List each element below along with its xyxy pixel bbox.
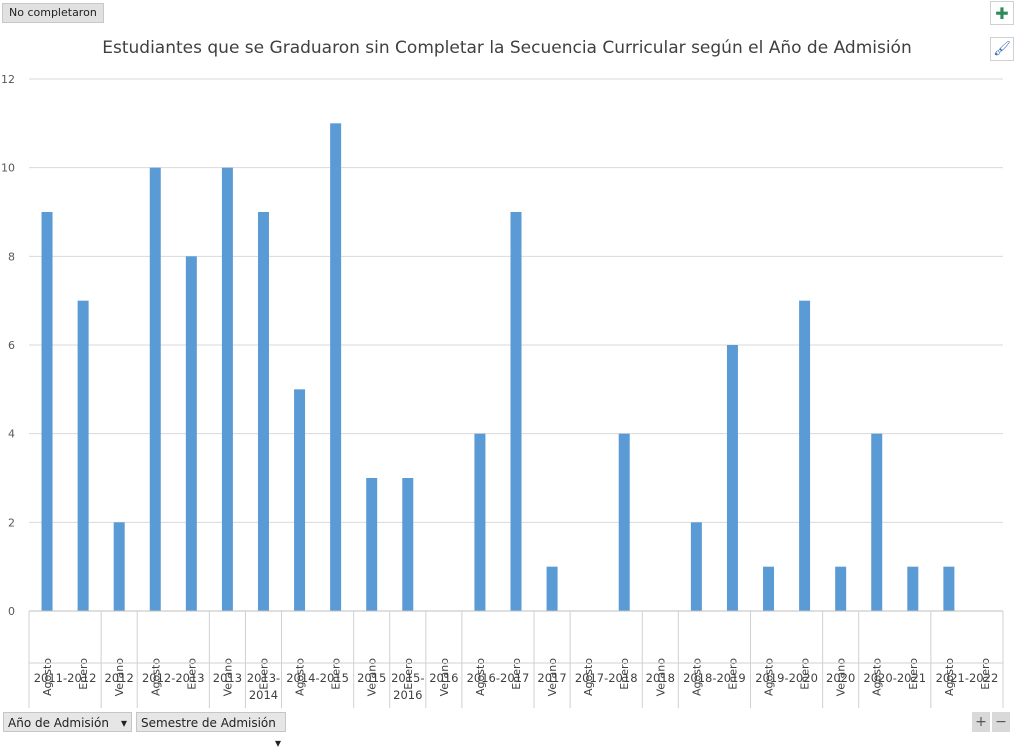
filter-year-button[interactable]: Año de Admisión ▾ [3,712,132,732]
bar [402,478,414,611]
x-tick-semester-label: Enero [402,658,415,690]
x-tick-semester-label: Enero [979,658,992,690]
x-tick-semester-label: Enero [799,658,812,690]
x-tick-semester-label: Enero [907,658,920,690]
x-tick-semester-label: Enero [510,658,523,690]
x-tick-year-label: 2012 [105,671,134,685]
bar [77,300,89,611]
zoom-out-button[interactable]: − [992,712,1010,732]
x-tick-year-label: 2019-2020 [755,671,818,685]
x-tick-semester-label: Enero [618,658,631,690]
x-tick-year-label: 2013- [247,671,280,685]
y-tick-label: 4 [8,428,15,441]
bar [474,433,486,611]
bar [149,167,161,611]
x-tick-semester-label: Agosto [41,658,54,696]
x-tick-semester-label: Agosto [582,658,595,696]
x-tick-year-label: 2021-2022 [936,671,999,685]
x-tick-semester-label: Agosto [149,658,162,696]
filter-year-label: Año de Admisión [8,716,109,730]
bar [257,212,269,611]
plus-icon: ✚ [995,3,1009,23]
x-tick-year-label: 2011-2012 [34,671,97,685]
x-tick-semester-label: Verano [438,658,451,697]
chart-title: Estudiantes que se Graduaron sin Complet… [102,38,912,58]
x-tick-semester-label: Agosto [474,658,487,696]
bar [366,478,378,611]
x-tick-semester-label: Agosto [871,658,884,696]
x-tick-year-label: 2018-2019 [683,671,746,685]
bar [871,433,883,611]
y-tick-label: 8 [8,250,15,263]
y-tick-label: 12 [1,73,15,86]
bar [510,212,522,611]
bar [799,300,811,611]
x-tick-semester-label: Verano [835,658,848,697]
y-tick-label: 6 [8,339,15,352]
bar [221,167,233,611]
x-tick-semester-label: Verano [654,658,667,697]
bar [943,566,955,611]
y-tick-label: 10 [1,162,15,175]
y-tick-label: 0 [8,605,15,618]
filter-semester-button[interactable]: Semestre de Admisión ▾ [136,712,286,750]
bar [618,433,630,611]
bar [294,389,306,611]
x-tick-semester-label: Enero [330,658,343,690]
bar [726,345,738,611]
x-tick-year-label: 2015- [391,671,424,685]
series-field-button[interactable]: No completaron [2,3,104,23]
x-tick-year-label: 2020-2021 [863,671,926,685]
x-tick-year-label: 2020 [826,671,855,685]
x-tick-semester-label: Verano [546,658,559,697]
bar [907,566,919,611]
x-tick-semester-label: Verano [366,658,379,697]
paintbrush-icon: 🖌 [993,41,1011,57]
bar [835,566,847,611]
x-tick-year-label: 2017 [537,671,566,685]
x-tick-semester-label: Agosto [690,658,703,696]
x-tick-semester-label: Enero [185,658,198,690]
x-tick-year-label: 2014-2015 [286,671,349,685]
x-tick-year-label: 2017-2018 [575,671,638,685]
bar [113,522,125,611]
chevron-down-icon: ▾ [274,736,281,750]
x-tick-year-label: 2015 [357,671,386,685]
x-tick-year-label-cont: 2014 [249,688,278,702]
y-tick-label: 2 [8,516,15,529]
chart-elements-button[interactable]: ✚ [990,1,1014,25]
x-tick-year-label: 2016 [429,671,458,685]
zoom-in-button[interactable]: + [972,712,990,732]
x-tick-semester-label: Enero [257,658,270,690]
bar [763,566,775,611]
x-tick-year-label-cont: 2016 [393,688,422,702]
x-tick-semester-label: Enero [77,658,90,690]
bar [330,123,342,611]
x-tick-semester-label: Agosto [943,658,956,696]
bar [185,256,197,611]
x-tick-semester-label: Agosto [294,658,307,696]
x-tick-semester-label: Verano [221,658,234,697]
filter-semester-label: Semestre de Admisión [141,716,276,730]
bar [41,212,53,611]
x-tick-year-label: 2016-2017 [467,671,530,685]
filter-icon: ▾ [120,716,127,730]
x-tick-year-label: 2018 [646,671,675,685]
bar [690,522,702,611]
bar [546,566,558,611]
chart-styles-button[interactable]: 🖌 [990,37,1014,61]
x-tick-semester-label: Verano [113,658,126,697]
x-tick-year-label: 2013 [213,671,242,685]
x-tick-year-label: 2012-2013 [142,671,205,685]
x-tick-semester-label: Enero [726,658,739,690]
x-tick-semester-label: Agosto [763,658,776,696]
